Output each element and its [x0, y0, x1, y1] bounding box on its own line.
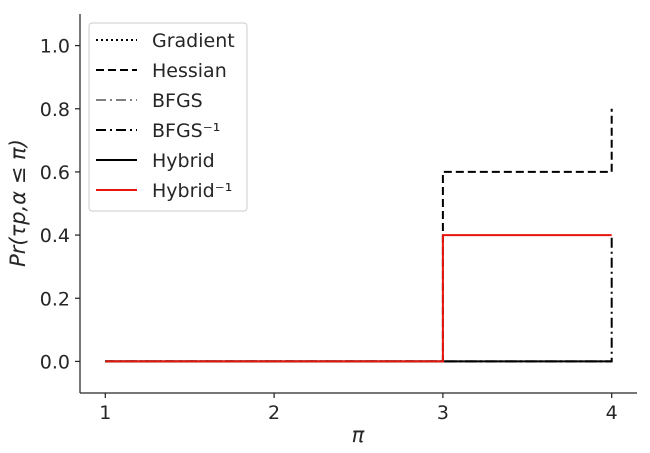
axes — [79, 14, 637, 394]
x-ticks: 1 2 3 4 — [99, 393, 618, 424]
legend-label: Hybrid⁻¹ — [152, 180, 232, 202]
y-tick-label: 0.4 — [40, 225, 70, 247]
y-tick-label: 1.0 — [40, 36, 70, 58]
plot-series — [105, 108, 613, 363]
legend-label: BFGS⁻¹ — [152, 120, 220, 142]
y-ticks: 0.0 0.2 0.4 0.6 0.8 1.0 — [40, 36, 80, 373]
legend: Gradient Hessian BFGS BFGS⁻¹ Hybrid Hybrid⁻¹ — [88, 22, 248, 212]
y-tick-label: 0.2 — [40, 288, 70, 310]
series-line-4 — [105, 235, 613, 363]
legend-label: Hybrid — [152, 150, 215, 172]
series-line-6 — [105, 234, 612, 363]
legend-label: Hessian — [152, 60, 227, 82]
y-tick-label: 0.8 — [40, 99, 70, 121]
x-tick-label: 3 — [437, 402, 449, 424]
y-tick-label: 0.6 — [40, 162, 70, 184]
y-tick-label: 0.0 — [40, 351, 70, 373]
legend-label: Gradient — [152, 30, 235, 52]
x-axis-label: π — [352, 423, 365, 447]
y-axis-label: Pr(τp,α ≤ π) — [6, 139, 30, 267]
legend-label: BFGS — [152, 90, 203, 112]
x-tick-label: 2 — [268, 402, 280, 424]
x-tick-label: 4 — [606, 402, 618, 424]
legend-frame — [88, 22, 248, 212]
x-tick-label: 1 — [99, 402, 111, 424]
